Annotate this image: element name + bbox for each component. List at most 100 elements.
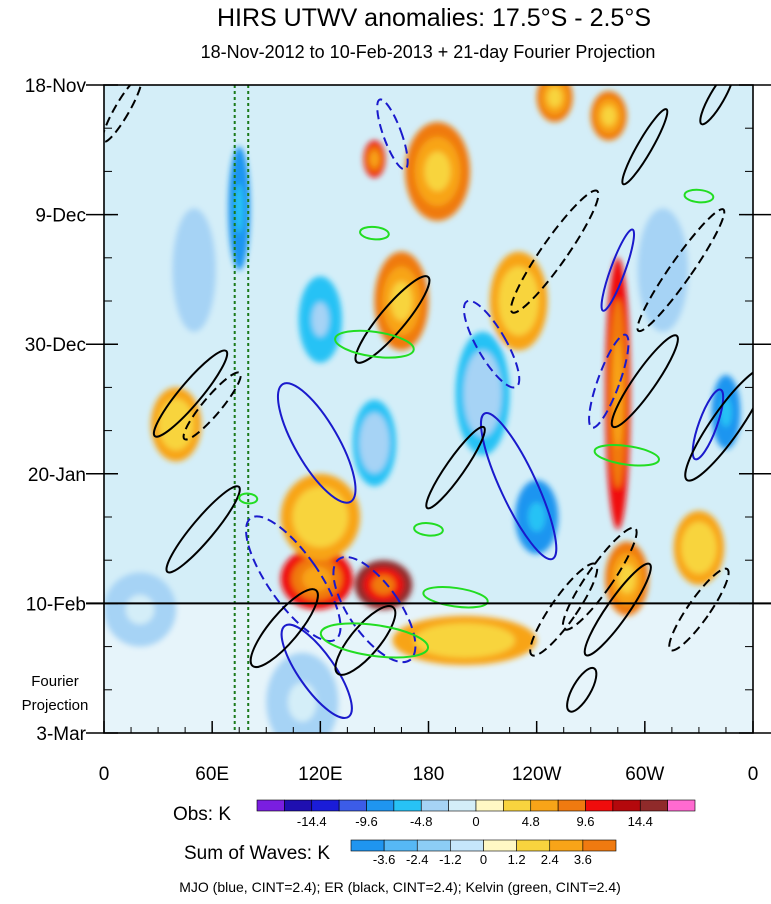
waves-colorbar-swatch bbox=[416, 839, 451, 852]
anomaly-field bbox=[104, 85, 741, 733]
anomaly-blob bbox=[371, 575, 395, 595]
obs-colorbar-swatch bbox=[612, 799, 641, 812]
mjo-contour bbox=[280, 623, 353, 719]
x-tick-label: 180 bbox=[413, 764, 445, 785]
mjo-contour bbox=[376, 98, 409, 171]
anomaly-blob bbox=[547, 87, 562, 108]
kelvin-contours bbox=[238, 188, 715, 659]
kelvin-contour bbox=[319, 622, 430, 659]
obs-colorbar-swatch bbox=[475, 799, 504, 812]
anomaly-blob bbox=[311, 302, 329, 337]
anomaly-blob bbox=[528, 502, 546, 532]
mjo-contour bbox=[462, 299, 521, 389]
obs-colorbar-swatch bbox=[503, 799, 532, 812]
x-axis: 0 60E 120E 180 120W 60W 0 bbox=[99, 721, 758, 785]
mjo-contour bbox=[480, 412, 558, 561]
obs-colorbar-swatch bbox=[338, 799, 367, 812]
er-contour bbox=[152, 349, 229, 438]
er-contour bbox=[621, 108, 669, 186]
anomaly-blob bbox=[287, 682, 317, 722]
anomaly-blob bbox=[424, 151, 451, 192]
anomaly-blob bbox=[507, 281, 531, 321]
kelvin-contour bbox=[334, 329, 415, 359]
er-contour bbox=[354, 275, 431, 364]
y-axis: 18-Nov 9-Dec 30-Dec 20-Jan 10-Feb 3-Mar bbox=[25, 76, 771, 745]
x-tick-label: 60E bbox=[195, 764, 229, 785]
y-tick-label: 3-Mar bbox=[36, 724, 86, 745]
er-contour bbox=[165, 485, 241, 574]
waves-colorbar-swatch bbox=[383, 839, 418, 852]
anomaly-blob bbox=[390, 281, 413, 321]
waves-colorbar-swatch bbox=[483, 839, 517, 852]
mjo-contour bbox=[600, 228, 636, 312]
waves-colorbar: -3.6 -2.4 -1.2 0 1.2 2.4 3.6 bbox=[350, 839, 617, 867]
waves-colorbar-swatch bbox=[350, 839, 385, 852]
obs-colorbar-label: 14.4 bbox=[628, 814, 653, 829]
er-contour bbox=[249, 588, 319, 669]
waves-colorbar-swatch bbox=[516, 839, 551, 852]
obs-colorbar-swatch bbox=[393, 799, 422, 812]
x-tick-label: 60W bbox=[625, 764, 664, 785]
mjo-contour bbox=[245, 515, 342, 643]
anomaly-blob bbox=[365, 425, 384, 461]
obs-colorbar-swatch bbox=[420, 799, 449, 812]
waves-colorbar-label: -1.2 bbox=[439, 852, 461, 867]
obs-colorbar-swatch bbox=[448, 799, 477, 812]
obs-colorbar-swatch bbox=[530, 799, 559, 812]
er-contour bbox=[699, 85, 735, 126]
er-contour bbox=[425, 425, 486, 510]
anomaly-blob bbox=[601, 105, 616, 126]
y-tick-label: 18-Nov bbox=[25, 76, 87, 97]
obs-colorbar-swatch bbox=[256, 799, 285, 812]
obs-colorbar-label: 9.6 bbox=[576, 814, 594, 829]
er-contour bbox=[561, 526, 638, 631]
waves-colorbar-label: -2.4 bbox=[406, 852, 428, 867]
obs-colorbar-swatch bbox=[667, 799, 696, 812]
waves-colorbar-swatch bbox=[582, 839, 617, 852]
er-contour bbox=[334, 605, 397, 676]
kelvin-contour bbox=[238, 492, 259, 505]
er-contour bbox=[509, 189, 600, 314]
anomaly-blob bbox=[234, 183, 244, 234]
anomaly-blob bbox=[688, 533, 710, 563]
er-contour bbox=[566, 666, 598, 713]
mjo-contour bbox=[691, 388, 725, 461]
y-tick-label: 20-Jan bbox=[28, 465, 86, 486]
y-tick-label: 10-Feb bbox=[26, 594, 86, 615]
waves-colorbar-label: 3.6 bbox=[574, 852, 592, 867]
x-tick-label: 120E bbox=[298, 764, 342, 785]
anomaly-blob bbox=[370, 151, 379, 167]
anomaly-blob bbox=[471, 368, 494, 419]
anomaly-blob bbox=[185, 245, 203, 295]
dotted-lines bbox=[233, 85, 250, 733]
er-contour bbox=[684, 367, 753, 482]
obs-colorbar-label: 4.8 bbox=[522, 814, 540, 829]
kelvin-contour bbox=[413, 522, 444, 537]
plot-area bbox=[104, 85, 753, 733]
waves-colorbar-swatch bbox=[450, 839, 484, 852]
y-tick-label: 9-Dec bbox=[35, 206, 86, 227]
waves-colorbar-swatch bbox=[549, 839, 584, 852]
obs-colorbar-label: -14.4 bbox=[297, 814, 327, 829]
obs-colorbar-label: 0 bbox=[472, 814, 479, 829]
anomaly-blob bbox=[302, 566, 332, 592]
er-contour bbox=[610, 334, 679, 429]
anomaly-blob bbox=[612, 339, 623, 448]
obs-colorbar-label: -9.6 bbox=[355, 814, 377, 829]
waves-colorbar-label: 0 bbox=[480, 852, 487, 867]
projection-label-projection: Projection bbox=[22, 697, 89, 714]
obs-colorbar-label: -4.8 bbox=[410, 814, 432, 829]
waves-colorbar-label: 1.2 bbox=[508, 852, 526, 867]
er-contour bbox=[529, 562, 599, 657]
obs-colorbar-swatch bbox=[557, 799, 586, 812]
waves-colorbar-label: -3.6 bbox=[373, 852, 395, 867]
obs-colorbar-swatch bbox=[639, 799, 668, 812]
mjo-contour bbox=[588, 333, 630, 429]
obs-colorbar-swatch bbox=[284, 799, 313, 812]
mjo-contour bbox=[276, 382, 357, 504]
x-tick-label: 120W bbox=[512, 764, 562, 785]
projection-label-fourier: Fourier bbox=[31, 673, 79, 690]
mjo-contours bbox=[245, 98, 725, 719]
